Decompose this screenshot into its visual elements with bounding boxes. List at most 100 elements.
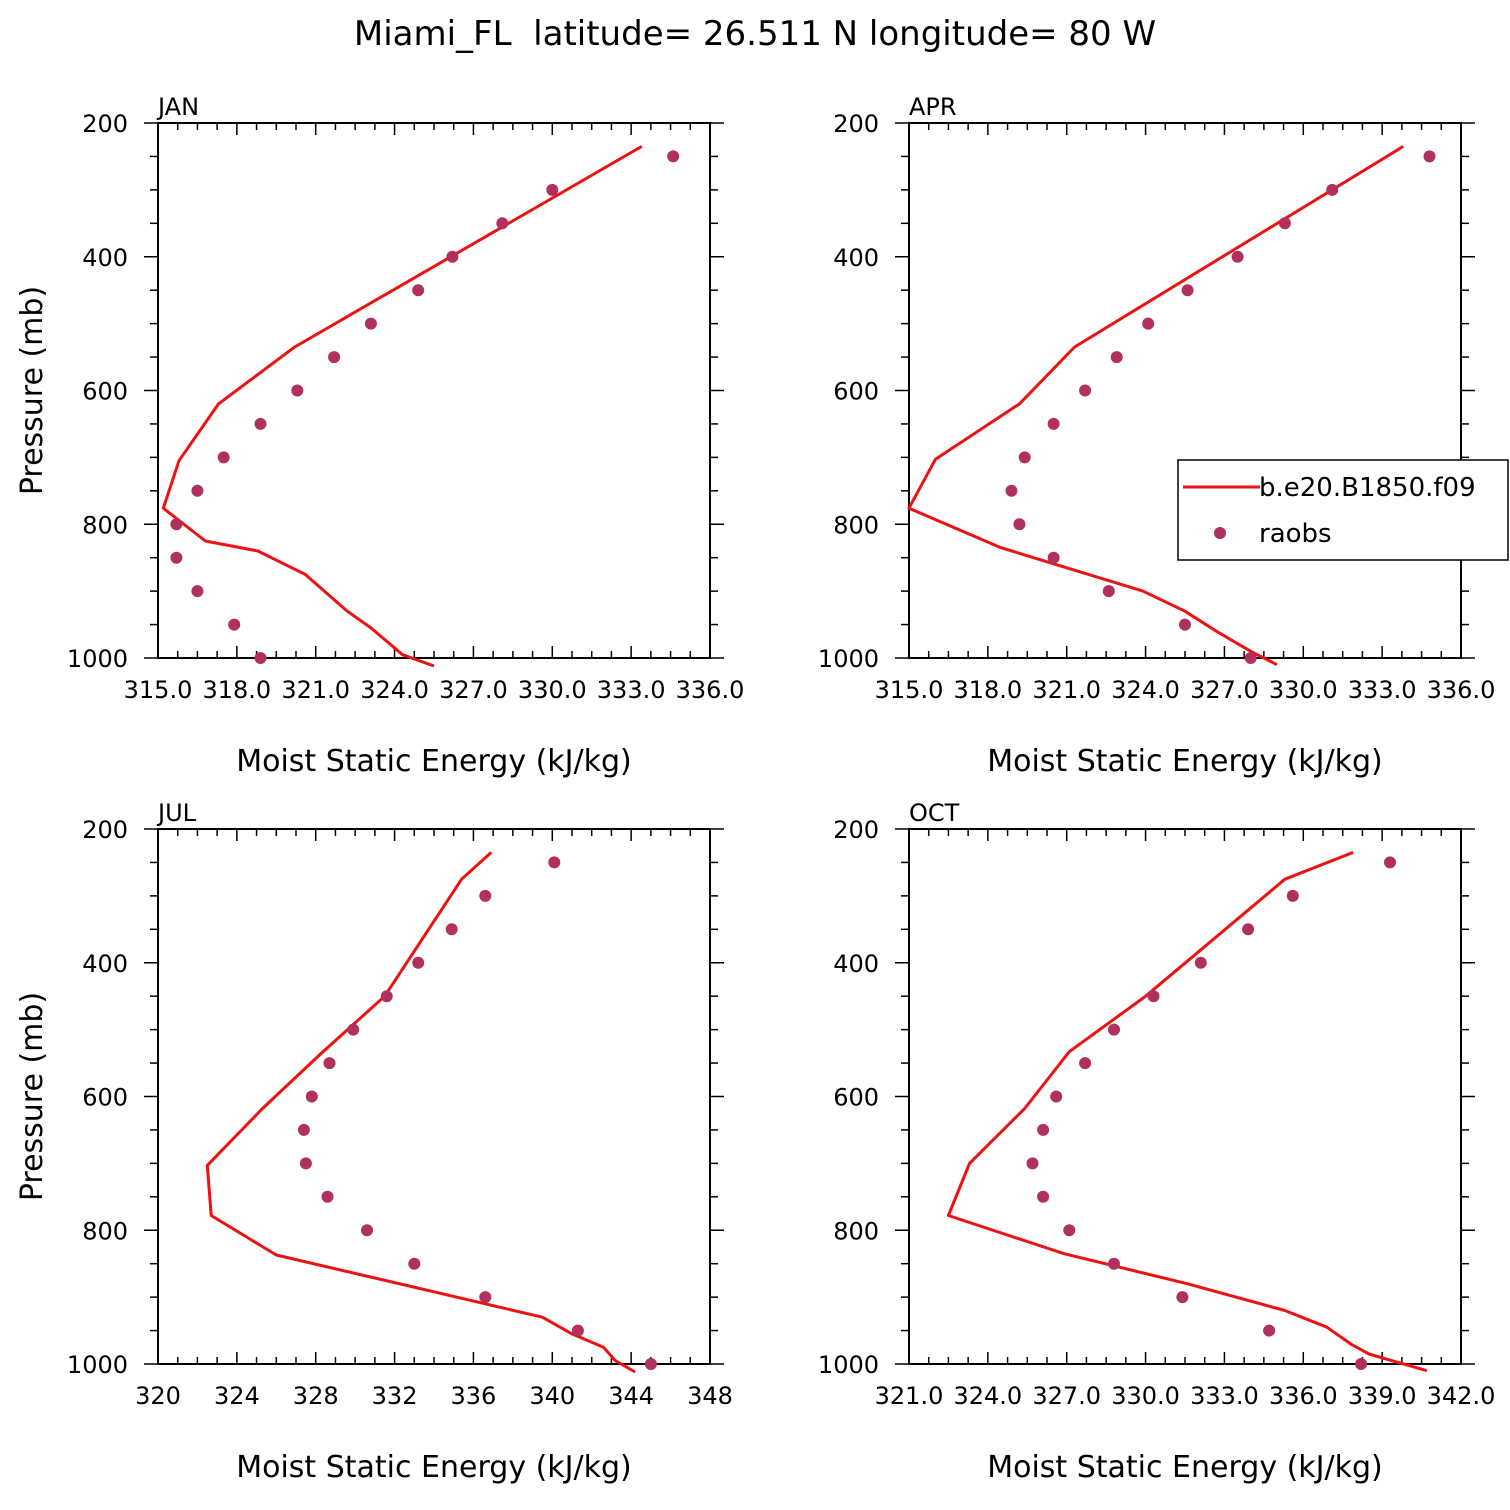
jul-raobs-point [321, 1190, 334, 1203]
oct-raobs-point [1176, 1291, 1189, 1304]
apr-x-tick-label: 330.0 [1269, 676, 1338, 704]
panel-apr: APR 315.0 318.0 321.0 324.0 327.0 330.0 333.0 33… [818, 93, 1495, 779]
oct-raobs-point [1037, 1190, 1050, 1203]
jul-raobs-point [305, 1090, 318, 1103]
jul-raobs-point [347, 1023, 360, 1036]
jan-raobs-point [546, 183, 559, 196]
jan-x-tick-label: 318.0 [202, 676, 271, 704]
jul-raobs-point [361, 1224, 373, 1237]
jan-raobs-point [446, 250, 459, 263]
jul-raobs-point [479, 1291, 492, 1304]
oct-x-tick-label: 324.0 [953, 1382, 1022, 1410]
jul-x-tick-label: 328 [293, 1382, 339, 1410]
legend-box [1177, 459, 1509, 561]
oct-raobs-point [1355, 1358, 1368, 1370]
jul-x-tick-label: 340 [529, 1382, 575, 1410]
jan-x-tick-label: 330.0 [518, 676, 587, 704]
apr-x-tick-label: 324.0 [1111, 676, 1180, 704]
jul-y-tick-label: 800 [82, 1217, 128, 1245]
jan-y-tick-label: 200 [82, 110, 128, 138]
apr-raobs-point [1102, 585, 1115, 598]
jul-raobs-point [479, 889, 492, 902]
jan-y-axis-title: Pressure (mb) [15, 286, 50, 495]
jul-raobs-point [644, 1358, 657, 1370]
jan-raobs-point [254, 417, 267, 430]
oct-raobs-point [1242, 923, 1255, 936]
apr-y-tick-label: 800 [833, 511, 879, 539]
jan-y-tick-label: 1000 [67, 645, 128, 673]
jul-y-tick-label: 200 [82, 816, 128, 844]
oct-raobs-point [1286, 889, 1299, 902]
oct-y-tick-label: 600 [833, 1084, 879, 1112]
legend: b.e20.B1850.f09 raobs [1177, 459, 1509, 561]
apr-x-tick-label: 327.0 [1190, 676, 1259, 704]
oct-y-tick-label: 200 [833, 816, 879, 844]
apr-raobs-point [1244, 652, 1257, 664]
jul-y-tick-label: 600 [82, 1084, 128, 1112]
apr-raobs-point [1142, 317, 1155, 330]
jan-raobs-point [667, 150, 680, 163]
oct-raobs-point [1384, 856, 1396, 869]
oct-x-axis-title: Moist Static Energy (kJ/kg) [987, 1450, 1383, 1485]
jan-raobs-point [170, 551, 183, 564]
jan-raobs-point [291, 384, 304, 397]
jul-plot-frame [157, 828, 711, 1365]
apr-raobs-point [1013, 518, 1026, 531]
apr-x-tick-label: 315.0 [875, 676, 944, 704]
oct-raobs-point [1194, 956, 1207, 969]
jul-y-tick-label: 1000 [67, 1351, 128, 1379]
oct-x-tick-label: 336.0 [1269, 1382, 1338, 1410]
oct-raobs-point [1108, 1023, 1120, 1036]
oct-raobs-point [1063, 1224, 1076, 1237]
apr-x-tick-label: 336.0 [1427, 676, 1496, 704]
legend-obs-marker [1214, 527, 1226, 539]
jan-x-tick-label: 324.0 [360, 676, 429, 704]
jan-raobs-point [254, 652, 267, 664]
jan-raobs-point [191, 484, 204, 497]
apr-x-axis-title: Moist Static Energy (kJ/kg) [987, 744, 1383, 779]
apr-model-line [907, 145, 1404, 667]
apr-panel-label: APR [909, 93, 957, 121]
apr-raobs-point [1047, 417, 1060, 430]
panel-oct: OCT 321.0 324.0 327.0 330.0 333.0 336.0 339.0 34… [818, 799, 1495, 1485]
legend-obs-label: raobs [1259, 519, 1332, 549]
apr-x-tick-label: 333.0 [1348, 676, 1417, 704]
jan-raobs-point [217, 451, 230, 464]
oct-x-tick-label: 321.0 [875, 1382, 944, 1410]
apr-raobs-point [1005, 484, 1018, 497]
apr-y-tick-label: 1000 [818, 645, 879, 673]
jan-raobs-point [191, 585, 204, 598]
jul-x-tick-label: 324 [214, 1382, 260, 1410]
jul-x-axis-title: Moist Static Energy (kJ/kg) [236, 1450, 632, 1485]
panel-jul: JUL 320 324 328 332 336 340 344 348 200 400 600 800 1… [15, 799, 733, 1485]
oct-y-tick-label: 1000 [818, 1351, 879, 1379]
figure-title: Miami_FL latitude= 26.511 N longitude= 8… [354, 14, 1156, 54]
oct-y-tick-label: 800 [833, 1217, 879, 1245]
jan-plot-frame [157, 122, 711, 659]
apr-raobs-point [1018, 451, 1031, 464]
apr-y-tick-label: 200 [833, 110, 879, 138]
apr-raobs-point [1231, 250, 1244, 263]
apr-raobs-point [1278, 217, 1291, 230]
jul-y-axis-title: Pressure (mb) [15, 992, 50, 1201]
jul-raobs-point [548, 856, 561, 869]
jan-x-axis-title: Moist Static Energy (kJ/kg) [236, 744, 632, 779]
oct-x-tick-label: 327.0 [1032, 1382, 1101, 1410]
jan-model-line [161, 145, 643, 668]
apr-x-tick-label: 318.0 [953, 676, 1022, 704]
jul-x-tick-label: 320 [135, 1382, 181, 1410]
jan-raobs-point [412, 284, 425, 297]
jan-x-tick-label: 321.0 [281, 676, 350, 704]
apr-y-tick-label: 400 [833, 244, 879, 272]
panel-jan: JAN 315.0 318.0 321.0 324.0 327.0 330.0 333.0 33… [15, 93, 744, 779]
jul-raobs-point [297, 1123, 310, 1136]
jul-raobs-point [408, 1257, 421, 1270]
jan-y-tick-label: 800 [82, 511, 128, 539]
oct-raobs-point [1037, 1123, 1050, 1136]
jul-x-tick-label: 348 [687, 1382, 733, 1410]
oct-raobs-point [1263, 1324, 1276, 1337]
oct-model-line [946, 851, 1428, 1373]
apr-raobs-point [1181, 284, 1194, 297]
jan-panel-label: JAN [156, 93, 199, 121]
jul-x-tick-label: 336 [451, 1382, 497, 1410]
